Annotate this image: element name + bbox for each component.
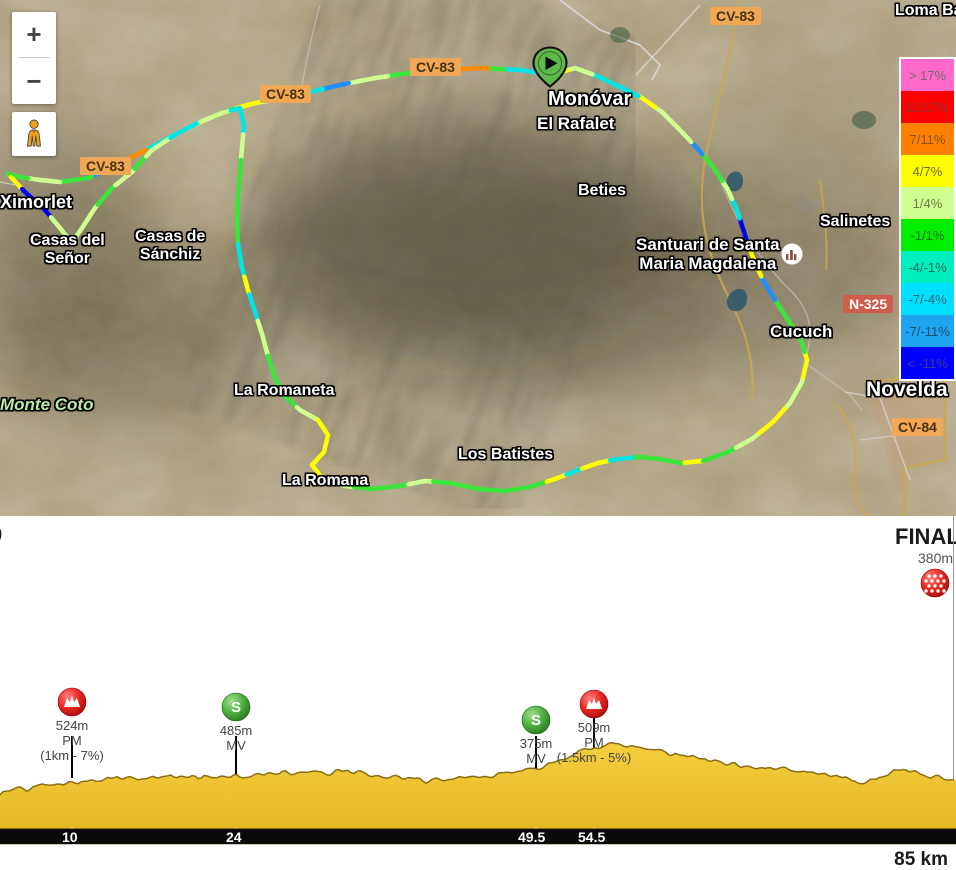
svg-text:S: S xyxy=(231,699,241,716)
svg-text:S: S xyxy=(531,712,541,729)
